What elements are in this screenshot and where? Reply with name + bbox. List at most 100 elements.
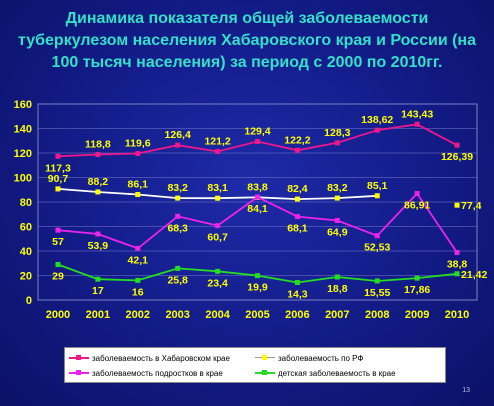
data-point [95,189,101,195]
x-tick-label: 2005 [245,309,269,321]
data-point [175,265,181,271]
data-label: 122,2 [284,134,310,146]
data-point [175,195,181,201]
data-label: 86,1 [128,179,149,191]
data-label: 29 [52,270,64,282]
data-label: 83,2 [327,182,348,194]
data-label: 126,4 [165,129,191,141]
x-tick-label: 2007 [325,309,349,321]
data-label: 84,1 [247,203,268,215]
data-label: 16 [132,286,144,298]
legend-swatch-russia [255,353,275,363]
data-label: 17,86 [404,284,430,296]
data-label: 86,91 [404,200,430,212]
data-label: 14,3 [287,288,308,300]
data-point [55,227,61,233]
x-tick-label: 2010 [445,309,469,321]
data-label: 119,6 [125,137,151,149]
data-label: 88,2 [88,176,109,188]
data-point [454,271,460,277]
x-tick-label: 2002 [126,309,150,321]
data-point [374,127,380,133]
data-label: 90,7 [48,173,69,185]
data-point [215,268,221,274]
data-label: 121,2 [204,136,230,148]
data-point [454,202,460,208]
x-axis-ticks: 2000 2001 2002 2003 2004 2005 2006 2007 2008 2009… [46,309,470,321]
y-tick-label: 80 [20,197,32,209]
data-point [175,213,181,219]
x-tick-label: 2006 [285,309,309,321]
y-axis-ticks: 0 20 40 60 80 100 120 140 160 [14,99,32,307]
series-3 [55,191,460,255]
y-tick-label: 60 [20,222,32,234]
legend-item-children: детская заболеваемость в крае [255,368,396,378]
data-label: 143,43 [401,108,433,120]
data-point [95,231,101,237]
series-4 [55,261,460,285]
data-point [55,261,61,267]
data-label: 18,8 [327,283,348,295]
data-label: 38,8 [447,258,468,270]
x-tick-label: 2001 [86,309,110,321]
data-point [135,245,141,251]
x-tick-label: 2004 [205,309,230,321]
data-point [95,151,101,157]
data-point [334,217,340,223]
legend-item-khabarovsk: заболеваемость в Хабаровском крае [69,353,230,363]
x-tick-label: 2000 [46,309,70,321]
y-tick-label: 140 [14,124,32,136]
title-line-1: Динамика показателя общей заболеваемости [65,10,429,27]
data-label: 57 [52,236,64,248]
chart-legend: заболеваемость в Хабаровском крае заболе… [64,347,446,383]
data-point [95,276,101,282]
data-point [135,192,141,198]
data-point [454,142,460,148]
data-label: 17 [92,285,104,297]
data-label: 129,4 [244,125,270,137]
chart-title: Динамика показателя общей заболеваемости… [10,8,484,74]
data-label: 82,4 [287,183,308,195]
data-point [414,191,420,197]
data-point [55,186,61,192]
data-label: 83,8 [247,181,268,193]
data-labels: 117,3 118,8 119,6 126,4 121,2 129,4 122,2 128,3… [45,108,487,300]
title-line-2: туберкулезом населения Хабаровского края… [18,32,476,49]
data-label: 77,4 [461,200,482,212]
data-point [215,195,221,201]
legend-swatch-khabarovsk [69,353,89,363]
data-label: 21,42 [461,269,487,281]
data-label: 85,1 [367,180,388,192]
data-point [454,249,460,255]
data-label: 68,1 [287,223,308,235]
data-point [414,275,420,281]
data-point [414,121,420,127]
data-point [374,278,380,284]
data-point [255,273,260,279]
data-label: 53,9 [88,240,109,252]
data-point [55,153,61,159]
y-tick-label: 20 [20,271,32,283]
data-label: 117,3 [45,162,71,174]
data-label: 126,39 [441,151,473,163]
legend-label-khabarovsk: заболеваемость в Хабаровском крае [92,353,230,363]
x-tick-label: 2003 [165,309,189,321]
title-line-3: 100 тысяч населения) за период с 2000 по… [51,54,443,71]
data-label: 42,1 [128,254,149,266]
data-point [334,274,340,280]
data-label: 60,7 [207,232,228,244]
data-point [255,138,260,144]
legend-swatch-children [255,368,275,378]
gridlines [38,103,477,276]
legend-swatch-teens [69,368,89,378]
data-label: 25,8 [167,274,188,286]
data-label: 128,3 [324,127,350,139]
data-label: 52,53 [364,242,390,254]
y-tick-label: 100 [14,173,32,185]
data-point [215,223,221,229]
series-layer [55,121,460,285]
data-point [294,196,300,202]
slide-number: 13 [462,387,470,394]
data-label: 23,4 [207,277,228,289]
